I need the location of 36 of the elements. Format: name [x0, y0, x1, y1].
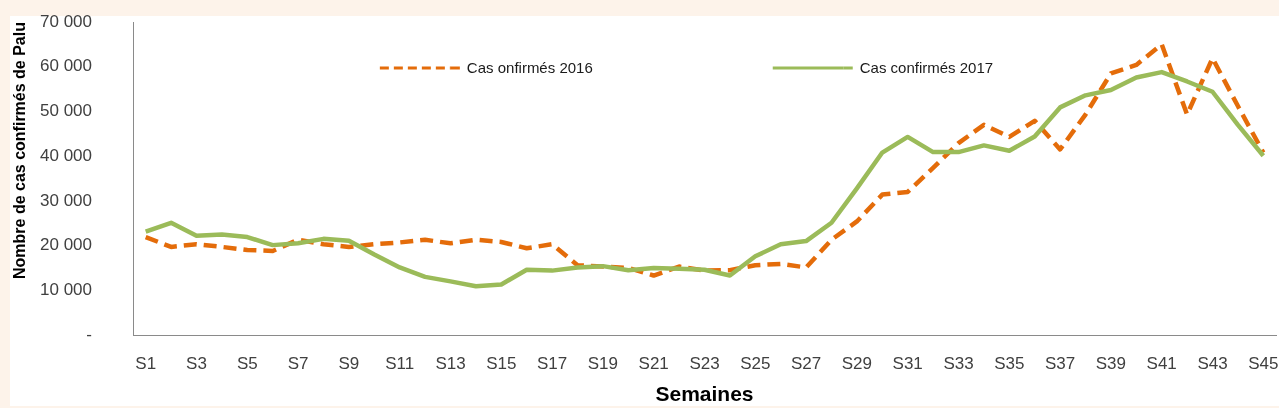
- x-tick-label: S39: [1095, 353, 1127, 373]
- x-tick-label: S23: [689, 353, 720, 373]
- x-tick-label: S3: [186, 353, 207, 373]
- y-tick-label: 20 000: [40, 235, 92, 255]
- line-series: [143, 42, 1266, 278]
- x-tick-label: S27: [790, 353, 822, 373]
- y-tick-label: 70 000: [40, 11, 92, 31]
- y-tick-label: 60 000: [40, 56, 92, 76]
- x-tick-label: S31: [892, 353, 923, 373]
- x-tick-label: S17: [536, 353, 568, 373]
- x-tick-label: S13: [435, 353, 466, 373]
- x-tick-label: S9: [338, 353, 360, 373]
- x-tick-label: S5: [236, 353, 258, 373]
- x-tick-label: S1: [135, 353, 157, 373]
- y-tick-label: -: [86, 324, 92, 344]
- x-tick-label: S7: [287, 353, 309, 373]
- y-tick-label: 40 000: [40, 145, 92, 165]
- x-tick-label: S37: [1044, 353, 1076, 373]
- x-tick-label: S41: [1146, 353, 1177, 373]
- x-axis-title: Semaines: [655, 382, 754, 406]
- x-tick-label: S45: [1248, 353, 1279, 373]
- x-tick-label: S35: [994, 353, 1025, 373]
- x-tick-label: S33: [943, 353, 974, 373]
- y-axis-title: Nombre de cas confirmés de Palu: [11, 22, 29, 279]
- legend-label: Cas onfirmés 2016: [466, 59, 593, 77]
- y-tick-label: 30 000: [40, 190, 92, 210]
- x-tick-label: S15: [486, 353, 517, 373]
- y-tick-label: 10 000: [40, 279, 92, 299]
- x-tick-label: S29: [841, 353, 873, 373]
- legend-label: Cas confirmés 2017: [859, 59, 994, 77]
- x-tick-label: S25: [740, 353, 771, 373]
- x-tick-label: S43: [1197, 353, 1228, 373]
- x-tick-label: S11: [385, 353, 415, 373]
- x-tick-label: S19: [587, 353, 619, 373]
- y-tick-label: 50 000: [40, 101, 92, 121]
- x-tick-label: S21: [638, 353, 669, 373]
